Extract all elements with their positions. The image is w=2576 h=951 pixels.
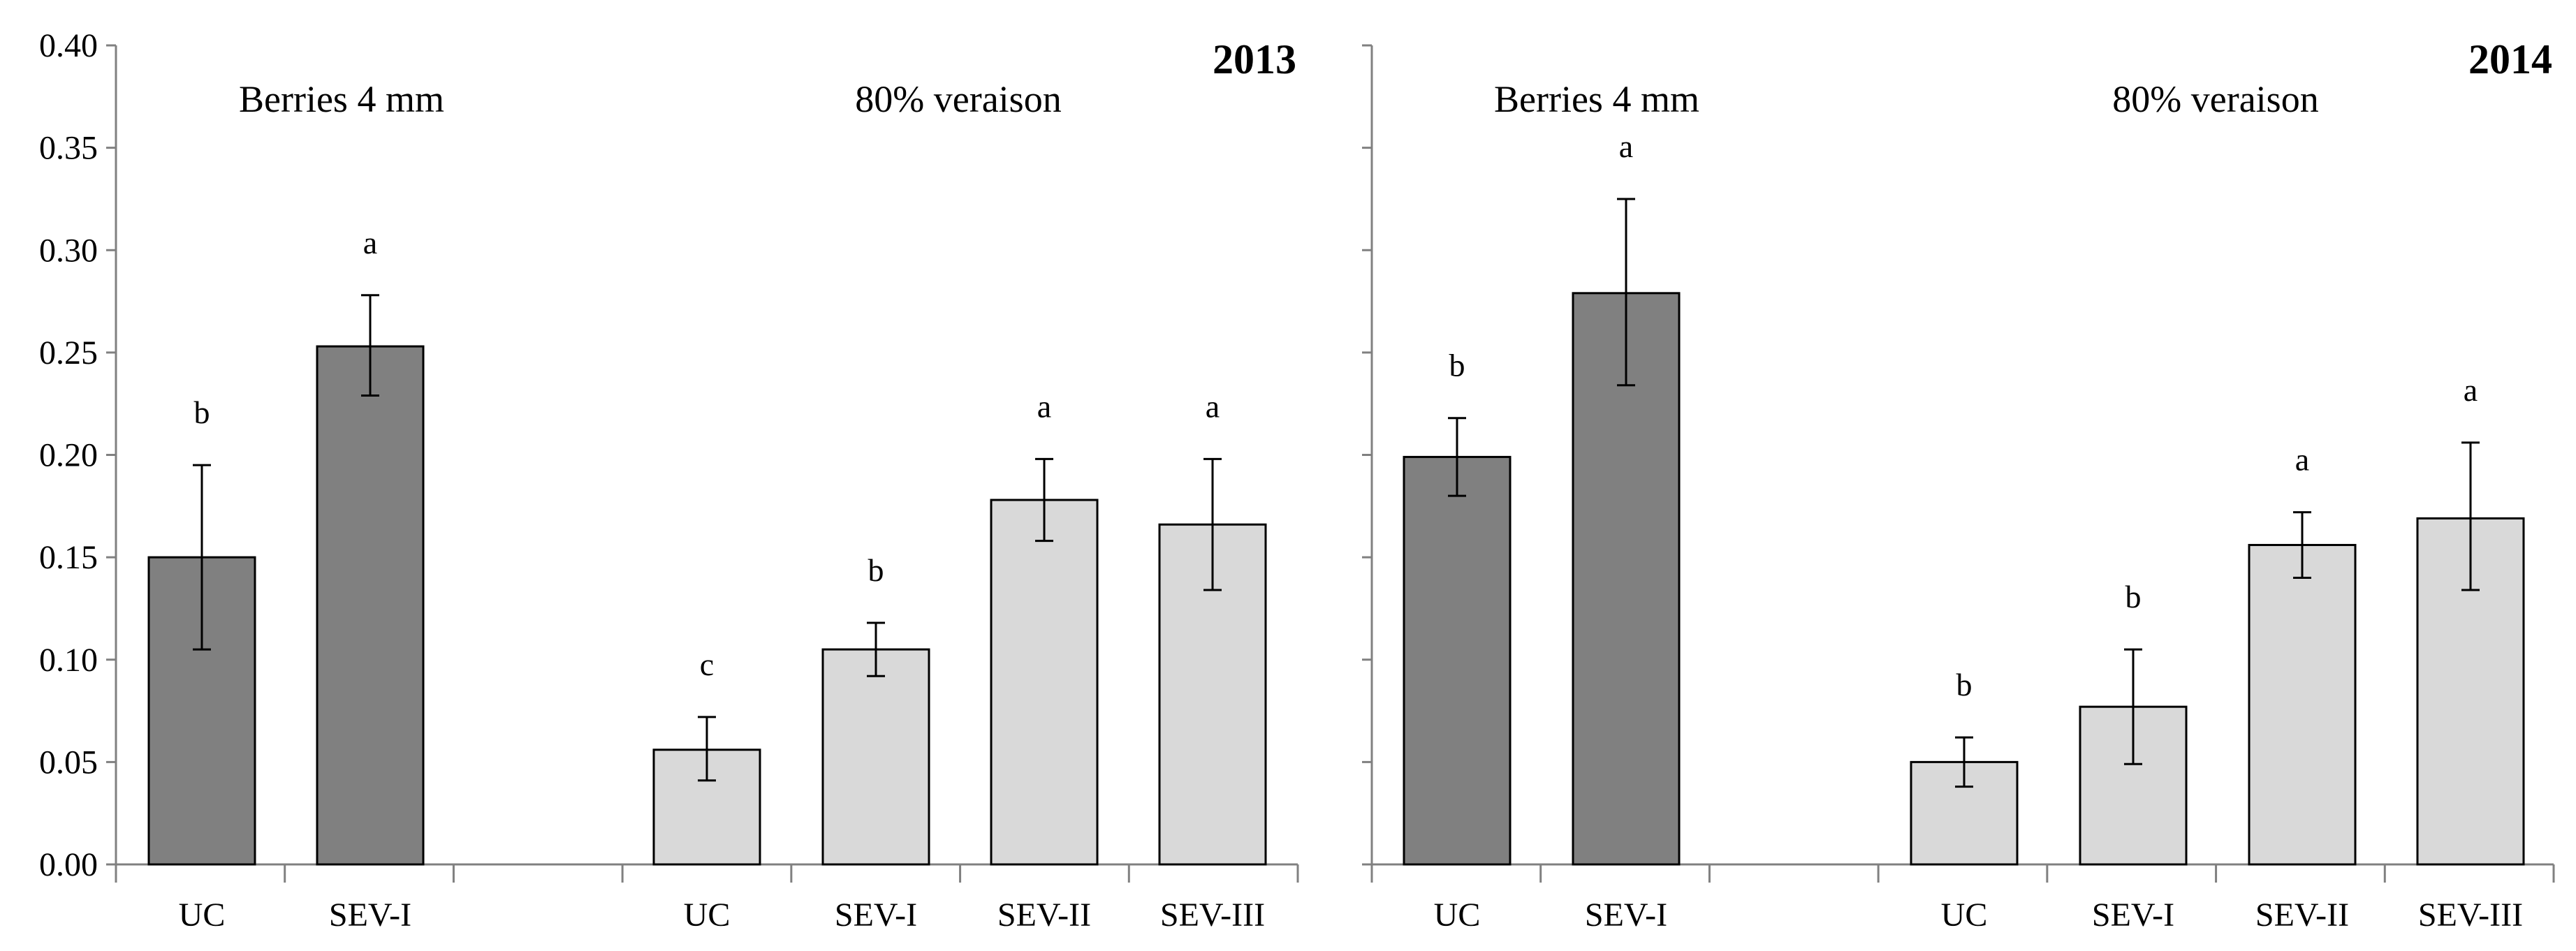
significance-letter: b [1956, 667, 1973, 702]
significance-letter: a [2464, 372, 2478, 408]
significance-letter: b [2125, 579, 2142, 614]
x-tick-label: SEV-I [835, 897, 917, 934]
x-tick-label: UC [684, 897, 731, 934]
stage-label: 80% veraison [2112, 78, 2318, 120]
stage-label: Berries 4 mm [239, 78, 444, 120]
significance-letter: b [868, 552, 884, 588]
y-tick-label: 0.00 [39, 846, 98, 883]
chart-title-year: 2014 [2468, 36, 2552, 82]
y-tick-label: 0.40 [39, 27, 98, 64]
x-tick-label: UC [179, 897, 226, 934]
significance-letter: b [1449, 348, 1465, 383]
y-tick-label: 0.20 [39, 437, 98, 474]
significance-letter: a [2295, 442, 2309, 478]
x-tick-label: SEV-III [2418, 897, 2523, 934]
bar-sev-i [821, 648, 930, 866]
bar-sev-i [1572, 292, 1681, 866]
y-tick-label: 0.30 [39, 232, 98, 269]
significance-letter: c [700, 647, 714, 682]
x-tick-label: UC [1434, 897, 1481, 934]
y-tick-label: 0.15 [39, 539, 98, 576]
stage-label: Berries 4 mm [1494, 78, 1699, 120]
chart-title-year: 2013 [1213, 36, 1296, 82]
bar-uc [1403, 455, 1512, 866]
x-tick-label: SEV-I [1585, 897, 1667, 934]
y-tick-label: 0.25 [39, 334, 98, 371]
bar-sev-i [316, 345, 425, 866]
x-tick-label: SEV-I [2092, 897, 2174, 934]
x-tick-label: SEV-II [2255, 897, 2349, 934]
significance-letter: a [1206, 388, 1220, 424]
significance-letter: a [363, 225, 377, 260]
significance-letter: b [194, 395, 210, 430]
y-tick-label: 0.05 [39, 744, 98, 781]
x-tick-label: SEV-I [329, 897, 411, 934]
significance-letter: a [1037, 388, 1051, 424]
y-tick-label: 0.35 [39, 130, 98, 167]
bar-sev-ii [2248, 544, 2357, 866]
x-tick-label: SEV-III [1160, 897, 1265, 934]
x-tick-label: SEV-II [997, 897, 1091, 934]
x-tick-label: UC [1941, 897, 1988, 934]
y-tick-label: 0.10 [39, 642, 98, 679]
significance-letter: a [1619, 128, 1633, 164]
stage-label: 80% veraison [855, 78, 1061, 120]
bar-sev-ii [990, 499, 1099, 866]
